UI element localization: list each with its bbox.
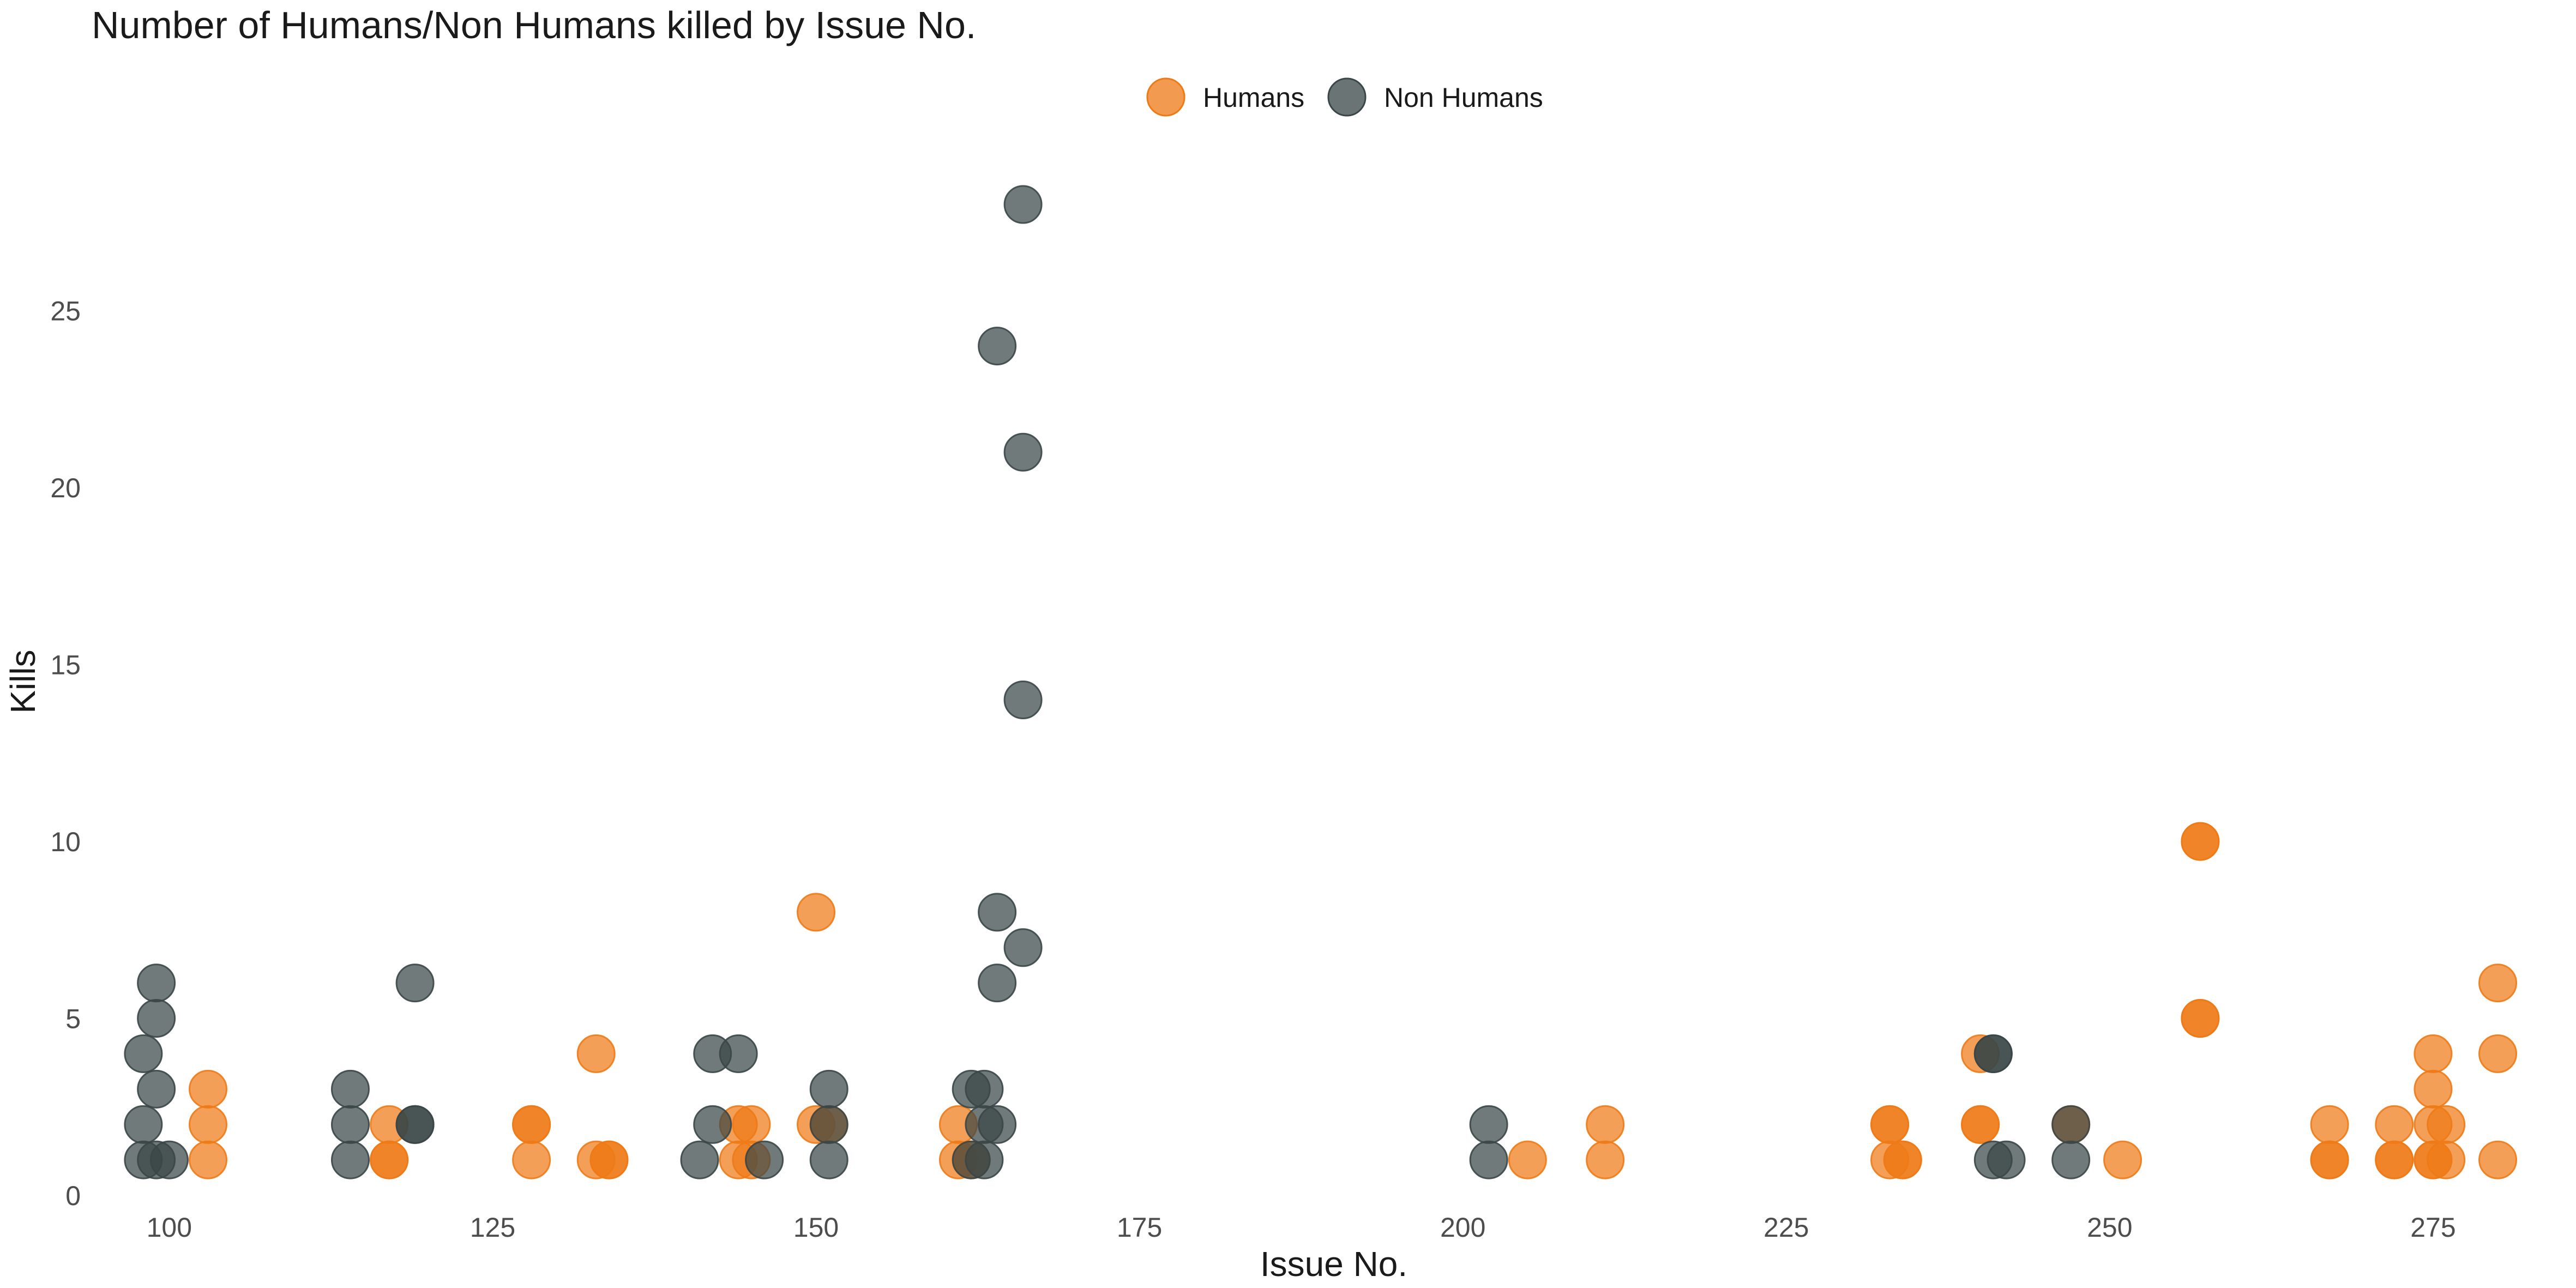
point-non-humans bbox=[330, 1140, 370, 1179]
y-axis-ticks: 0 5 10 15 20 25 bbox=[50, 296, 81, 1211]
y-tick-label: 0 bbox=[65, 1181, 81, 1211]
point-non-humans bbox=[330, 1069, 370, 1109]
point-humans bbox=[2414, 1069, 2453, 1109]
point-non-humans bbox=[395, 964, 435, 1003]
y-axis-title: Kills bbox=[3, 649, 43, 713]
point-non-humans bbox=[809, 1105, 848, 1144]
point-non-humans bbox=[149, 1140, 189, 1179]
point-non-humans bbox=[1003, 432, 1043, 472]
x-tick-label: 275 bbox=[2410, 1212, 2455, 1243]
point-humans bbox=[1586, 1105, 1625, 1144]
point-non-humans bbox=[1003, 928, 1043, 967]
point-humans bbox=[2375, 1105, 2414, 1144]
point-non-humans bbox=[680, 1140, 719, 1179]
point-humans bbox=[576, 1034, 616, 1073]
point-non-humans bbox=[978, 327, 1017, 366]
point-humans bbox=[512, 1105, 551, 1144]
x-axis-ticks: 100 125 150 175 200 225 250 275 bbox=[147, 1212, 2456, 1243]
x-tick-label: 100 bbox=[147, 1212, 192, 1243]
point-humans bbox=[2375, 1140, 2414, 1179]
point-non-humans bbox=[137, 999, 176, 1038]
point-humans bbox=[2181, 999, 2220, 1038]
point-humans bbox=[797, 893, 836, 932]
point-non-humans bbox=[124, 1105, 163, 1144]
point-humans bbox=[1870, 1105, 1910, 1144]
point-non-humans bbox=[965, 1140, 1004, 1179]
x-tick-label: 200 bbox=[1440, 1212, 1485, 1243]
point-humans bbox=[512, 1140, 551, 1179]
point-humans bbox=[2478, 1034, 2518, 1073]
x-tick-label: 225 bbox=[1764, 1212, 1809, 1243]
point-humans bbox=[2181, 822, 2220, 861]
point-humans bbox=[2310, 1105, 2349, 1144]
x-tick-label: 150 bbox=[793, 1212, 839, 1243]
point-humans bbox=[2103, 1140, 2142, 1179]
point-non-humans bbox=[137, 964, 176, 1003]
legend-swatch-humans bbox=[1146, 77, 1185, 117]
y-tick-label: 20 bbox=[50, 473, 81, 503]
point-non-humans bbox=[1003, 185, 1043, 224]
x-tick-label: 125 bbox=[470, 1212, 515, 1243]
point-non-humans bbox=[978, 893, 1017, 932]
point-humans bbox=[370, 1140, 409, 1179]
point-non-humans bbox=[978, 1105, 1017, 1144]
x-axis-title: Issue No. bbox=[1260, 1244, 1407, 1284]
y-tick-label: 15 bbox=[50, 650, 81, 681]
point-non-humans bbox=[1469, 1105, 1508, 1144]
point-non-humans bbox=[2051, 1140, 2091, 1179]
point-humans bbox=[2427, 1105, 2466, 1144]
point-humans bbox=[732, 1105, 771, 1144]
point-humans bbox=[1961, 1105, 2000, 1144]
point-non-humans bbox=[809, 1069, 848, 1109]
point-non-humans bbox=[978, 964, 1017, 1003]
point-humans bbox=[589, 1140, 629, 1179]
point-humans bbox=[2310, 1140, 2349, 1179]
y-tick-label: 10 bbox=[50, 827, 81, 857]
point-humans bbox=[189, 1140, 228, 1179]
point-non-humans bbox=[965, 1069, 1004, 1109]
point-non-humans bbox=[330, 1105, 370, 1144]
point-non-humans bbox=[693, 1105, 732, 1144]
point-non-humans bbox=[137, 1069, 176, 1109]
point-non-humans bbox=[809, 1140, 848, 1179]
point-non-humans bbox=[1973, 1034, 2013, 1073]
point-non-humans bbox=[745, 1140, 784, 1179]
point-non-humans bbox=[395, 1105, 435, 1144]
point-humans bbox=[2478, 1140, 2518, 1179]
chart-title: Number of Humans/Non Humans killed by Is… bbox=[92, 4, 976, 46]
point-non-humans bbox=[719, 1034, 758, 1073]
legend: Humans Non Humans bbox=[1146, 77, 1543, 117]
point-non-humans bbox=[1003, 681, 1043, 719]
x-tick-label: 250 bbox=[2087, 1212, 2132, 1243]
point-humans bbox=[2478, 964, 2518, 1003]
point-humans bbox=[1883, 1140, 1922, 1179]
point-non-humans bbox=[124, 1034, 163, 1073]
legend-label-humans: Humans bbox=[1203, 82, 1304, 113]
point-humans bbox=[2427, 1140, 2466, 1179]
point-humans bbox=[189, 1105, 228, 1144]
point-humans bbox=[1508, 1140, 1547, 1179]
x-tick-label: 175 bbox=[1117, 1212, 1162, 1243]
y-tick-label: 5 bbox=[65, 1004, 81, 1034]
point-humans bbox=[1586, 1140, 1625, 1179]
legend-swatch-non-humans bbox=[1327, 77, 1367, 117]
point-non-humans bbox=[1469, 1140, 1508, 1179]
point-non-humans bbox=[2051, 1105, 2091, 1144]
data-points bbox=[124, 185, 2518, 1179]
y-tick-label: 25 bbox=[50, 296, 81, 327]
legend-label-non-humans: Non Humans bbox=[1384, 82, 1543, 113]
point-humans bbox=[2414, 1034, 2453, 1073]
point-humans bbox=[189, 1069, 228, 1109]
point-non-humans bbox=[1987, 1140, 2026, 1179]
